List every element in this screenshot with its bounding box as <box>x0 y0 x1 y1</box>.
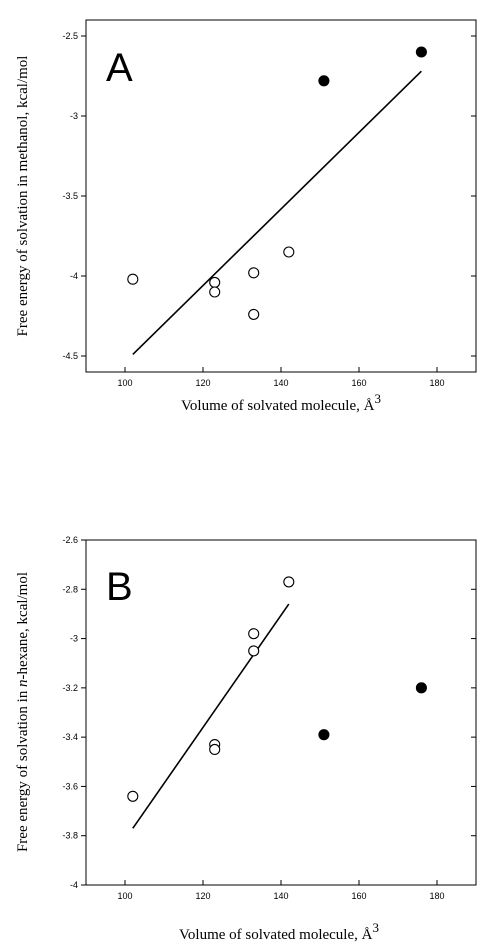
x-axis-title: Volume of solvated molecule, Å3 <box>179 920 379 943</box>
data-point-open <box>209 286 221 298</box>
data-point-open <box>248 628 260 640</box>
y-tick-label: -4 <box>70 880 78 890</box>
chart-panel-b: B Volume of solvated molecule, Å3 Free e… <box>15 535 477 943</box>
data-point-filled <box>318 729 330 741</box>
y-tick-label: -3 <box>70 111 78 121</box>
data-point-open <box>127 790 139 802</box>
data-point-open <box>283 246 295 258</box>
x-tick-label: 100 <box>117 378 132 388</box>
y-tick-label: -3.5 <box>62 191 78 201</box>
x-tick-label: 180 <box>429 378 444 388</box>
x-tick-label: 140 <box>273 891 288 901</box>
y-tick-label: -3.8 <box>62 831 78 841</box>
fit-line <box>132 603 290 829</box>
data-point-open <box>127 273 139 285</box>
x-tick-label: 100 <box>117 891 132 901</box>
y-tick-label: -4 <box>70 271 78 281</box>
x-tick-label: 160 <box>351 891 366 901</box>
y-tick-label: -2.5 <box>62 31 78 41</box>
y-tick-label: -3.4 <box>62 732 78 742</box>
y-axis-title: Free energy of solvation in n-hexane, kc… <box>15 572 31 852</box>
x-tick-label: 140 <box>273 378 288 388</box>
plot-frame <box>85 539 477 886</box>
plot-frame <box>85 19 477 373</box>
data-point-filled <box>415 46 427 58</box>
data-point-filled <box>415 682 427 694</box>
y-tick-label: -3.6 <box>62 781 78 791</box>
data-point-open <box>209 276 221 288</box>
x-axis-title: Volume of solvated molecule, Å3 <box>181 391 381 414</box>
fit-line <box>132 70 422 355</box>
data-point-open <box>283 576 295 588</box>
panel-label: B <box>106 565 133 609</box>
y-tick-label: -3 <box>70 634 78 644</box>
y-tick-label: -3.2 <box>62 683 78 693</box>
panel-label: A <box>106 46 133 90</box>
y-tick-label: -2.8 <box>62 584 78 594</box>
data-point-open <box>209 743 221 756</box>
x-tick-label: 180 <box>429 891 444 901</box>
x-tick-label: 120 <box>195 891 210 901</box>
chart-panel-a: A Volume of solvated molecule, Å3 Free e… <box>15 19 477 414</box>
x-tick-label: 160 <box>351 378 366 388</box>
x-tick-label: 120 <box>195 378 210 388</box>
data-point-open <box>248 645 260 657</box>
y-tick-label: -2.6 <box>62 535 78 545</box>
y-tick-label: -4.5 <box>62 351 78 361</box>
y-axis-title: Free energy of solvation in methanol, kc… <box>15 56 31 337</box>
data-point-filled <box>318 75 330 87</box>
data-point-open <box>248 308 260 320</box>
data-point-open <box>248 267 260 279</box>
